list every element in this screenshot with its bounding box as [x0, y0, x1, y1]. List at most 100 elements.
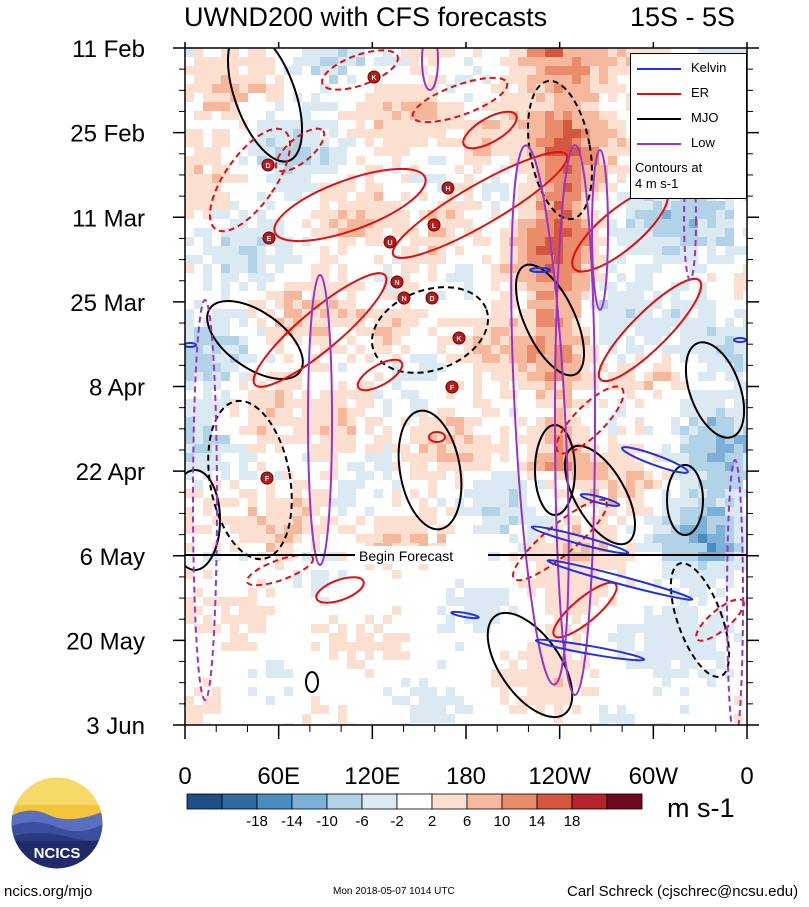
shade-cell: [248, 480, 258, 490]
shade-cell: [230, 183, 240, 193]
shade-cell: [563, 687, 573, 697]
shade-cell: [356, 174, 366, 184]
shade-cell: [536, 543, 546, 553]
shade-cell: [689, 48, 699, 58]
shade-cell: [491, 372, 501, 382]
shade-cell: [518, 417, 528, 427]
shade-cell: [554, 480, 564, 490]
shade-cell: [392, 687, 402, 697]
shade-cell: [239, 246, 249, 256]
shade-cell: [338, 624, 348, 634]
shade-cell: [626, 489, 636, 499]
shade-cell: [707, 255, 717, 265]
shade-cell: [347, 318, 357, 328]
shade-cell: [419, 48, 429, 58]
shade-cell: [383, 84, 393, 94]
shade-cell: [626, 327, 636, 337]
shade-cell: [410, 606, 420, 616]
shade-cell: [347, 282, 357, 292]
shade-cell: [302, 156, 312, 166]
shade-cell: [644, 543, 654, 553]
shade-cell: [482, 507, 492, 517]
shade-cell: [662, 327, 672, 337]
shade-cell: [221, 156, 231, 166]
shade-cell: [554, 408, 564, 418]
shade-cell: [401, 579, 411, 589]
shade-cell: [689, 714, 699, 724]
shade-cell: [437, 714, 447, 724]
shade-cell: [338, 165, 348, 175]
shade-cell: [464, 129, 474, 139]
shade-cell: [599, 246, 609, 256]
shade-cell: [473, 714, 483, 724]
shade-cell: [734, 345, 744, 355]
shade-cell: [653, 336, 663, 346]
shade-cell: [311, 660, 321, 670]
shade-cell: [509, 561, 519, 571]
shade-cell: [563, 129, 573, 139]
shade-cell: [698, 354, 708, 364]
shade-cell: [608, 111, 618, 121]
shade-cell: [293, 543, 303, 553]
shade-cell: [446, 318, 456, 328]
shade-cell: [608, 426, 618, 436]
shade-cell: [608, 201, 618, 211]
shade-cell: [230, 660, 240, 670]
shade-cell: [239, 714, 249, 724]
shade-cell: [419, 426, 429, 436]
shade-cell: [554, 453, 564, 463]
shade-cell: [464, 282, 474, 292]
shade-cell: [725, 273, 735, 283]
shade-cell: [581, 444, 591, 454]
shade-cell: [329, 111, 339, 121]
shade-cell: [536, 327, 546, 337]
shade-cell: [401, 498, 411, 508]
shade-cell: [707, 525, 717, 535]
shade-cell: [329, 318, 339, 328]
shade-cell: [347, 687, 357, 697]
shade-cell: [311, 570, 321, 580]
shade-cell: [518, 327, 528, 337]
shade-cell: [338, 156, 348, 166]
shade-cell: [293, 714, 303, 724]
shade-cell: [707, 615, 717, 625]
shade-cell: [671, 309, 681, 319]
shade-cell: [365, 228, 375, 238]
shade-cell: [518, 120, 528, 130]
shade-cell: [491, 669, 501, 679]
shade-cell: [329, 201, 339, 211]
shade-cell: [374, 399, 384, 409]
shade-cell: [464, 336, 474, 346]
shade-cell: [473, 444, 483, 454]
shade-cell: [626, 219, 636, 229]
shade-cell: [392, 507, 402, 517]
shade-cell: [284, 210, 294, 220]
shade-cell: [680, 210, 690, 220]
shade-cell: [698, 435, 708, 445]
shade-cell: [473, 606, 483, 616]
shade-cell: [275, 138, 285, 148]
shade-cell: [329, 354, 339, 364]
shade-cell: [455, 57, 465, 67]
shade-cell: [248, 318, 258, 328]
shade-cell: [374, 561, 384, 571]
shade-cell: [320, 102, 330, 112]
shade-cell: [455, 363, 465, 373]
shade-cell: [716, 381, 726, 391]
shade-cell: [410, 696, 420, 706]
shade-cell: [320, 48, 330, 58]
shade-cell: [743, 363, 747, 373]
shade-cell: [734, 714, 744, 724]
shade-cell: [572, 642, 582, 652]
shade-cell: [707, 642, 717, 652]
shade-cell: [734, 525, 744, 535]
shade-cell: [410, 462, 420, 472]
shade-cell: [725, 381, 735, 391]
shade-cell: [635, 543, 645, 553]
shade-cell: [446, 102, 456, 112]
shade-cell: [707, 480, 717, 490]
shade-cell: [230, 300, 240, 310]
shade-cell: [608, 687, 618, 697]
shade-cell: [365, 246, 375, 256]
shade-cell: [410, 381, 420, 391]
